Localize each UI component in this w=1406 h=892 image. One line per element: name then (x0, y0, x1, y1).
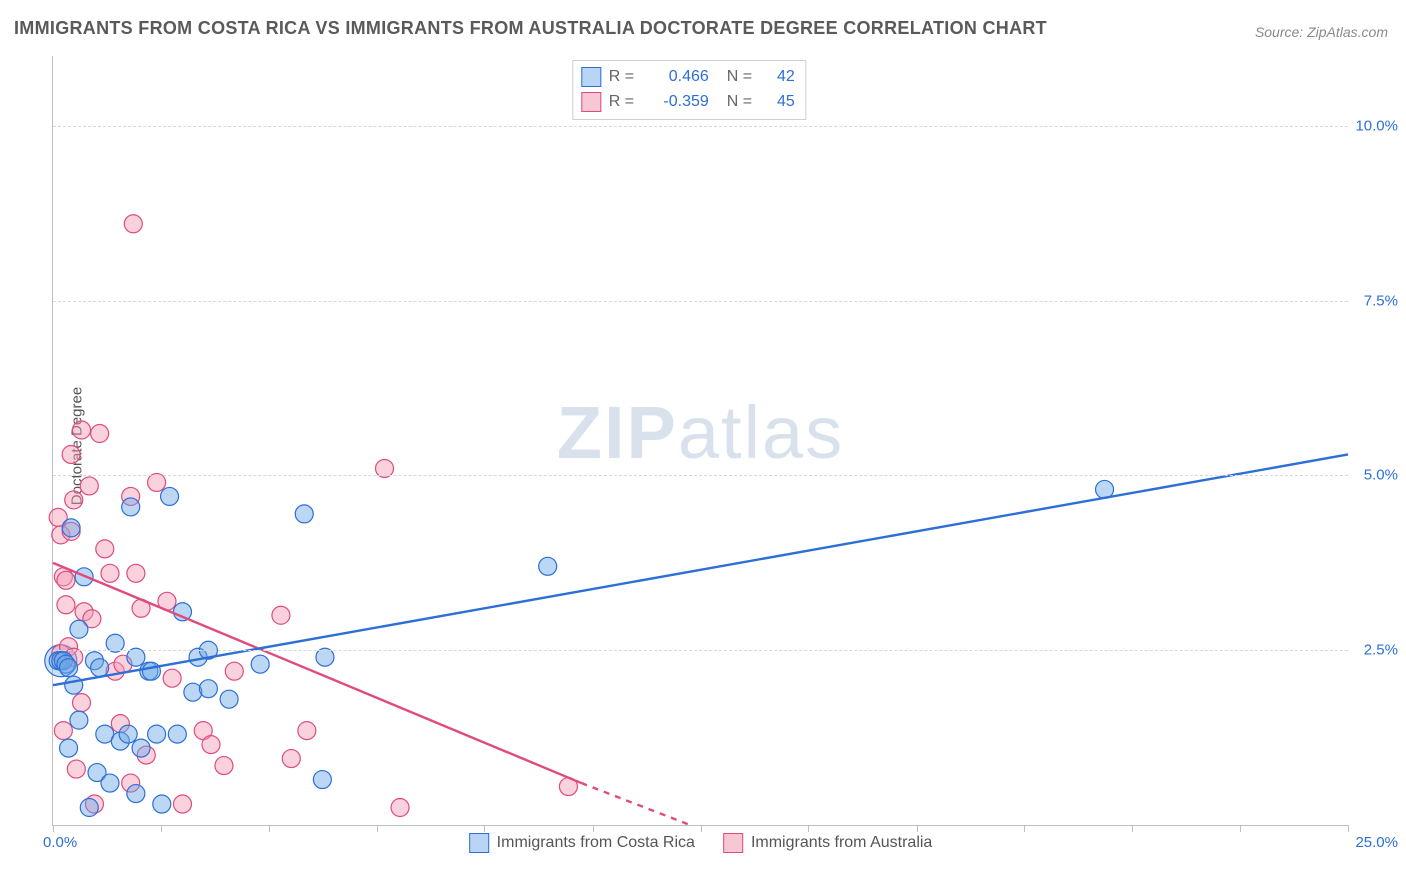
scatter-point (132, 739, 150, 757)
scatter-point (67, 760, 85, 778)
x-tick-start: 0.0% (43, 834, 77, 851)
scatter-point (251, 655, 269, 673)
regression-line (581, 783, 690, 825)
scatter-point (199, 680, 217, 698)
r-label: R = (609, 90, 637, 115)
scatter-point (119, 725, 137, 743)
scatter-point (225, 662, 243, 680)
scatter-point (163, 669, 181, 687)
x-tick (377, 825, 378, 832)
r-label: R = (609, 65, 637, 90)
series-legend: Immigrants from Costa Rica Immigrants fr… (469, 833, 933, 853)
swatch-pink-icon (723, 833, 743, 853)
scatter-point (127, 785, 145, 803)
scatter-point (70, 711, 88, 729)
scatter-point (168, 725, 186, 743)
scatter-point (272, 606, 290, 624)
scatter-point (57, 596, 75, 614)
n-value-pink: 45 (765, 90, 795, 115)
scatter-point (91, 425, 109, 443)
scatter-point (298, 722, 316, 740)
chart-container: IMMIGRANTS FROM COSTA RICA VS IMMIGRANTS… (0, 0, 1406, 892)
x-tick (593, 825, 594, 832)
gridline (53, 126, 1348, 127)
scatter-point (80, 477, 98, 495)
scatter-point (161, 487, 179, 505)
stats-legend: R = 0.466 N = 42 R = -0.359 N = 45 (572, 60, 806, 120)
scatter-point (60, 739, 78, 757)
scatter-point (101, 564, 119, 582)
scatter-point (220, 690, 238, 708)
scatter-point (65, 491, 83, 509)
y-tick-label: 7.5% (1352, 292, 1398, 309)
scatter-point (142, 662, 160, 680)
x-tick (1024, 825, 1025, 832)
scatter-point (391, 799, 409, 817)
scatter-point (57, 571, 75, 589)
r-value-pink: -0.359 (645, 90, 709, 115)
y-tick-label: 10.0% (1352, 117, 1398, 134)
chart-title: IMMIGRANTS FROM COSTA RICA VS IMMIGRANTS… (14, 18, 1047, 39)
scatter-point (148, 725, 166, 743)
stats-row-pink: R = -0.359 N = 45 (581, 90, 795, 115)
x-tick (269, 825, 270, 832)
gridline (53, 475, 1348, 476)
gridline (53, 650, 1348, 651)
x-tick (1132, 825, 1133, 832)
scatter-point (62, 519, 80, 537)
scatter-point (72, 421, 90, 439)
swatch-blue-icon (469, 833, 489, 853)
scatter-svg (53, 56, 1348, 825)
scatter-point (60, 659, 78, 677)
x-tick (1240, 825, 1241, 832)
x-tick-end: 25.0% (1355, 834, 1398, 851)
swatch-pink-icon (581, 92, 601, 112)
scatter-point (215, 757, 233, 775)
scatter-point (174, 795, 192, 813)
scatter-point (91, 659, 109, 677)
legend-item-pink: Immigrants from Australia (723, 833, 932, 853)
scatter-point (313, 771, 331, 789)
y-tick-label: 5.0% (1352, 467, 1398, 484)
scatter-point (539, 557, 557, 575)
source-label: Source: ZipAtlas.com (1255, 24, 1388, 40)
legend-label-pink: Immigrants from Australia (751, 834, 932, 852)
scatter-point (127, 564, 145, 582)
x-tick (53, 825, 54, 832)
scatter-point (80, 799, 98, 817)
scatter-point (184, 683, 202, 701)
scatter-point (65, 676, 83, 694)
scatter-point (54, 722, 72, 740)
scatter-point (101, 774, 119, 792)
y-tick-label: 2.5% (1352, 642, 1398, 659)
r-value-blue: 0.466 (645, 65, 709, 90)
x-tick (1348, 825, 1349, 832)
n-label: N = (727, 65, 757, 90)
scatter-point (282, 750, 300, 768)
stats-row-blue: R = 0.466 N = 42 (581, 65, 795, 90)
scatter-point (96, 540, 114, 558)
scatter-point (62, 445, 80, 463)
n-label: N = (727, 90, 757, 115)
scatter-point (153, 795, 171, 813)
legend-item-blue: Immigrants from Costa Rica (469, 833, 695, 853)
scatter-point (124, 215, 142, 233)
scatter-point (72, 694, 90, 712)
scatter-point (122, 498, 140, 516)
x-tick (808, 825, 809, 832)
x-tick (701, 825, 702, 832)
scatter-point (202, 736, 220, 754)
n-value-blue: 42 (765, 65, 795, 90)
scatter-point (70, 620, 88, 638)
swatch-blue-icon (581, 67, 601, 87)
x-tick (917, 825, 918, 832)
gridline (53, 301, 1348, 302)
x-tick (161, 825, 162, 832)
plot-area: ZIPatlas R = 0.466 N = 42 R = -0.359 N =… (52, 56, 1348, 826)
legend-label-blue: Immigrants from Costa Rica (497, 834, 695, 852)
x-tick (484, 825, 485, 832)
scatter-point (295, 505, 313, 523)
